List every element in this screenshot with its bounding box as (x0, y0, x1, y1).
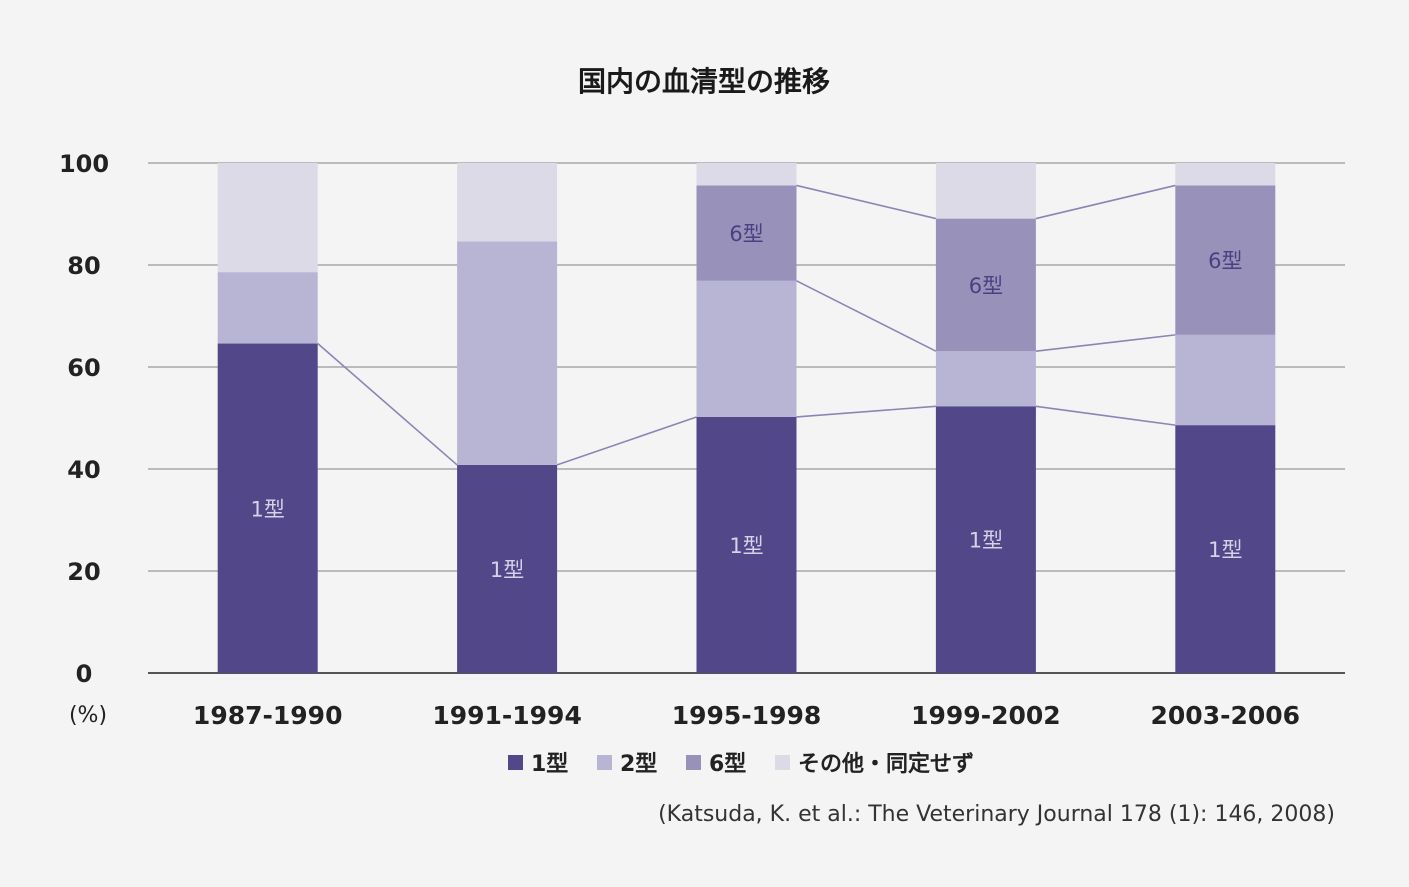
y-axis: 0 20 40 60 80 100 (59, 150, 109, 688)
y-tick-label: 40 (67, 456, 100, 484)
bar-value-label: 1型 (969, 529, 1003, 553)
y-tick-label: 0 (76, 660, 93, 688)
bar-segment (457, 464, 558, 673)
connector-line (796, 184, 937, 220)
bar-segment (1175, 163, 1276, 186)
connector-line (1035, 334, 1176, 352)
connector-line (1035, 184, 1176, 220)
bar-value-label: 1型 (490, 558, 524, 582)
connector-line (1035, 405, 1176, 426)
legend-label: 1型 (531, 752, 568, 777)
legend-item: 2型 (597, 752, 657, 777)
y-tick-label: 100 (59, 150, 109, 178)
bars (217, 163, 1276, 673)
y-tick-label: 80 (67, 252, 100, 280)
x-tick-label: 2003-2006 (1151, 701, 1301, 730)
bar-segment (1175, 334, 1276, 426)
legend-label: 6型 (709, 752, 746, 777)
bar-value-label: 1型 (729, 534, 763, 558)
legend-swatch (597, 755, 612, 770)
connector-line (556, 416, 697, 466)
y-axis-unit: (%) (69, 703, 107, 728)
legend-swatch (775, 755, 790, 770)
legend-label: その他・同定せず (798, 751, 974, 777)
legend-swatch (508, 755, 523, 770)
bar-labels: 1型 1型 1型 1型 1型 6型 6型 6型 (251, 222, 1243, 582)
connector-line (796, 280, 937, 352)
bar-segment (1175, 185, 1276, 335)
bar-segment (935, 406, 1036, 673)
bar-segment (217, 163, 318, 273)
connector-line (796, 405, 936, 418)
x-tick-label: 1999-2002 (911, 701, 1061, 730)
bar-segment (935, 218, 1036, 352)
legend-swatch (686, 755, 701, 770)
bar-segment (696, 185, 797, 281)
x-tick-label: 1987-1990 (193, 701, 343, 730)
bar-segment (457, 163, 558, 242)
bar-value-label: 1型 (251, 497, 285, 521)
bar-segment (935, 351, 1036, 407)
connector-line (317, 342, 458, 466)
bar-segment (696, 416, 797, 673)
x-axis: 1987-1990 1991-1994 1995-1998 1999-2002 2003… (193, 701, 1300, 730)
legend-item: 6型 (686, 752, 746, 777)
bar-value-label: 1型 (1208, 538, 1242, 562)
bar-segment (1175, 425, 1276, 673)
legend-item: 1型 (508, 752, 568, 777)
legend: 1型 2型 6型 その他・同定せず (508, 751, 974, 777)
source-citation: (Katsuda, K. et al.: The Veterinary Jour… (658, 802, 1335, 827)
bar-segment (217, 272, 318, 344)
chart-title: 国内の血清型の推移 (578, 65, 830, 98)
bar-segment (935, 163, 1036, 219)
x-tick-label: 1991-1994 (432, 701, 582, 730)
x-tick-label: 1995-1998 (672, 701, 822, 730)
bar-value-label: 6型 (969, 274, 1003, 298)
y-tick-label: 20 (67, 558, 100, 586)
bar-segment (217, 343, 318, 673)
bar-segment (696, 163, 797, 186)
legend-label: 2型 (620, 752, 657, 777)
y-tick-label: 60 (67, 354, 100, 382)
legend-item: その他・同定せず (775, 751, 974, 777)
bar-segment (457, 241, 558, 465)
bar-value-label: 6型 (729, 222, 763, 246)
bar-segment (696, 280, 797, 417)
connector-lines (317, 184, 1176, 466)
bar-value-label: 6型 (1208, 249, 1242, 273)
